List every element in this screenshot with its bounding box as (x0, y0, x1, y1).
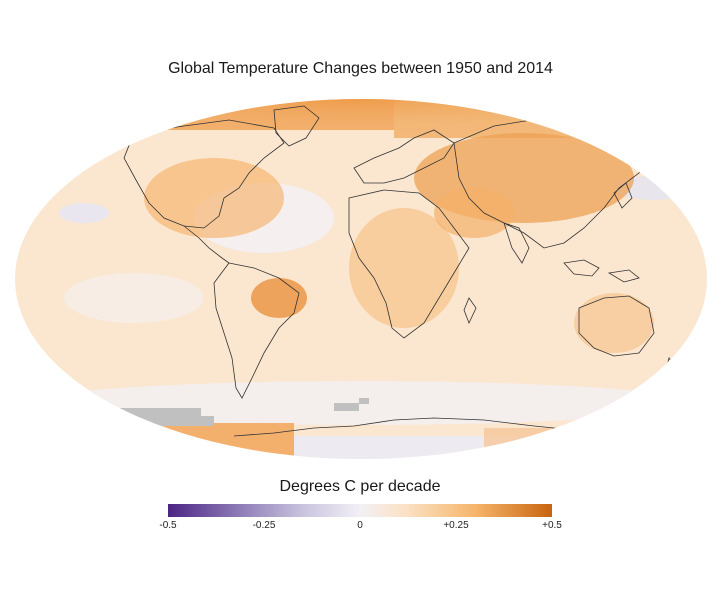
legend: Degrees C per decade -0.5 -0.25 0 +0.25 … (150, 470, 570, 540)
brazil-hotspot (251, 278, 307, 318)
greenland-coast (273, 105, 320, 147)
no-data-patch (359, 398, 369, 404)
antarctica-coast (233, 417, 615, 437)
legend-color-scale (168, 504, 552, 517)
africa-coast (348, 189, 470, 339)
map-surface (15, 99, 707, 459)
australia-coast (578, 295, 655, 357)
map-title: Global Temperature Changes between 1950 … (168, 60, 553, 77)
south-america-coast (213, 262, 300, 399)
east-pacific-cool (59, 203, 109, 223)
east-antarctic-warm (484, 428, 664, 453)
madagascar-coast (463, 297, 477, 325)
legend-tick-label: -0.25 (252, 520, 276, 531)
antarctic-peninsula-warm (94, 423, 294, 459)
antarctica-pale (294, 436, 634, 459)
legend-title: Degrees C per decade (279, 478, 441, 495)
middle-east-warm (434, 188, 514, 238)
coastlines (123, 105, 677, 437)
legend-tick-label: -0.5 (159, 520, 177, 531)
world-map (14, 98, 708, 460)
legend-tick-label: +0.5 (542, 520, 562, 531)
central-america-coast (183, 225, 230, 264)
australia-warm (574, 293, 654, 353)
legend-tick-label: 0 (357, 520, 363, 531)
southeast-asia-islands (563, 259, 640, 283)
north-america-warm (144, 158, 284, 238)
legend-tick-label: +0.25 (443, 520, 469, 531)
temperature-map-svg (15, 99, 707, 459)
japan-coast (613, 182, 633, 209)
europe-coast (353, 129, 455, 184)
no-data-patch (334, 403, 359, 411)
india-coast (503, 222, 530, 264)
no-data-patch (134, 416, 214, 426)
no-data-patch (111, 408, 201, 418)
arctic-strong-west (94, 99, 394, 130)
africa-warm (349, 208, 459, 328)
pacific-pale (64, 273, 204, 323)
north-america-coast (123, 119, 285, 229)
